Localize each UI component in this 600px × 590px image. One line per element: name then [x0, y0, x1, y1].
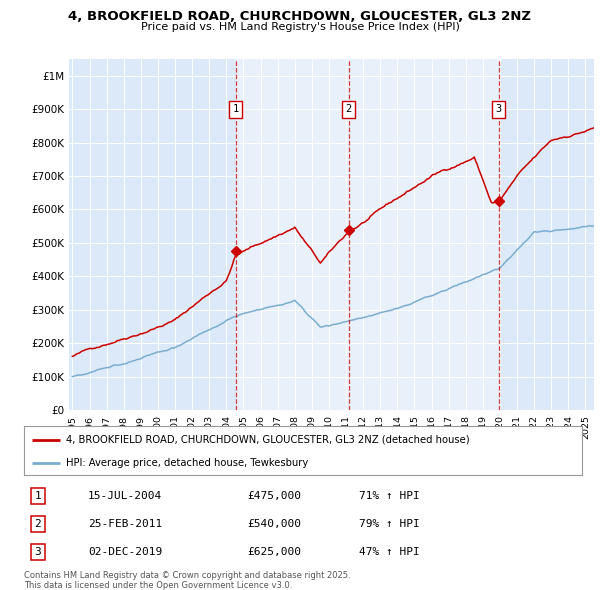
- Text: Price paid vs. HM Land Registry's House Price Index (HPI): Price paid vs. HM Land Registry's House …: [140, 22, 460, 32]
- Text: 47% ↑ HPI: 47% ↑ HPI: [359, 547, 419, 557]
- Text: 1: 1: [35, 491, 41, 501]
- Text: £625,000: £625,000: [247, 547, 301, 557]
- Text: £540,000: £540,000: [247, 519, 301, 529]
- Text: 15-JUL-2004: 15-JUL-2004: [88, 491, 163, 501]
- Text: 2: 2: [346, 104, 352, 114]
- Text: 71% ↑ HPI: 71% ↑ HPI: [359, 491, 419, 501]
- Text: 2: 2: [35, 519, 41, 529]
- Text: £475,000: £475,000: [247, 491, 301, 501]
- Text: 1: 1: [232, 104, 239, 114]
- Text: Contains HM Land Registry data © Crown copyright and database right 2025.
This d: Contains HM Land Registry data © Crown c…: [24, 571, 350, 590]
- Bar: [236, 59, 499, 410]
- Text: 4, BROOKFIELD ROAD, CHURCHDOWN, GLOUCESTER, GL3 2NZ (detached house): 4, BROOKFIELD ROAD, CHURCHDOWN, GLOUCEST…: [66, 435, 469, 445]
- Text: HPI: Average price, detached house, Tewkesbury: HPI: Average price, detached house, Tewk…: [66, 458, 308, 468]
- Text: 02-DEC-2019: 02-DEC-2019: [88, 547, 163, 557]
- Text: 79% ↑ HPI: 79% ↑ HPI: [359, 519, 419, 529]
- Text: 25-FEB-2011: 25-FEB-2011: [88, 519, 163, 529]
- Text: 3: 3: [496, 104, 502, 114]
- Text: 4, BROOKFIELD ROAD, CHURCHDOWN, GLOUCESTER, GL3 2NZ: 4, BROOKFIELD ROAD, CHURCHDOWN, GLOUCEST…: [68, 10, 532, 23]
- Text: 3: 3: [35, 547, 41, 557]
